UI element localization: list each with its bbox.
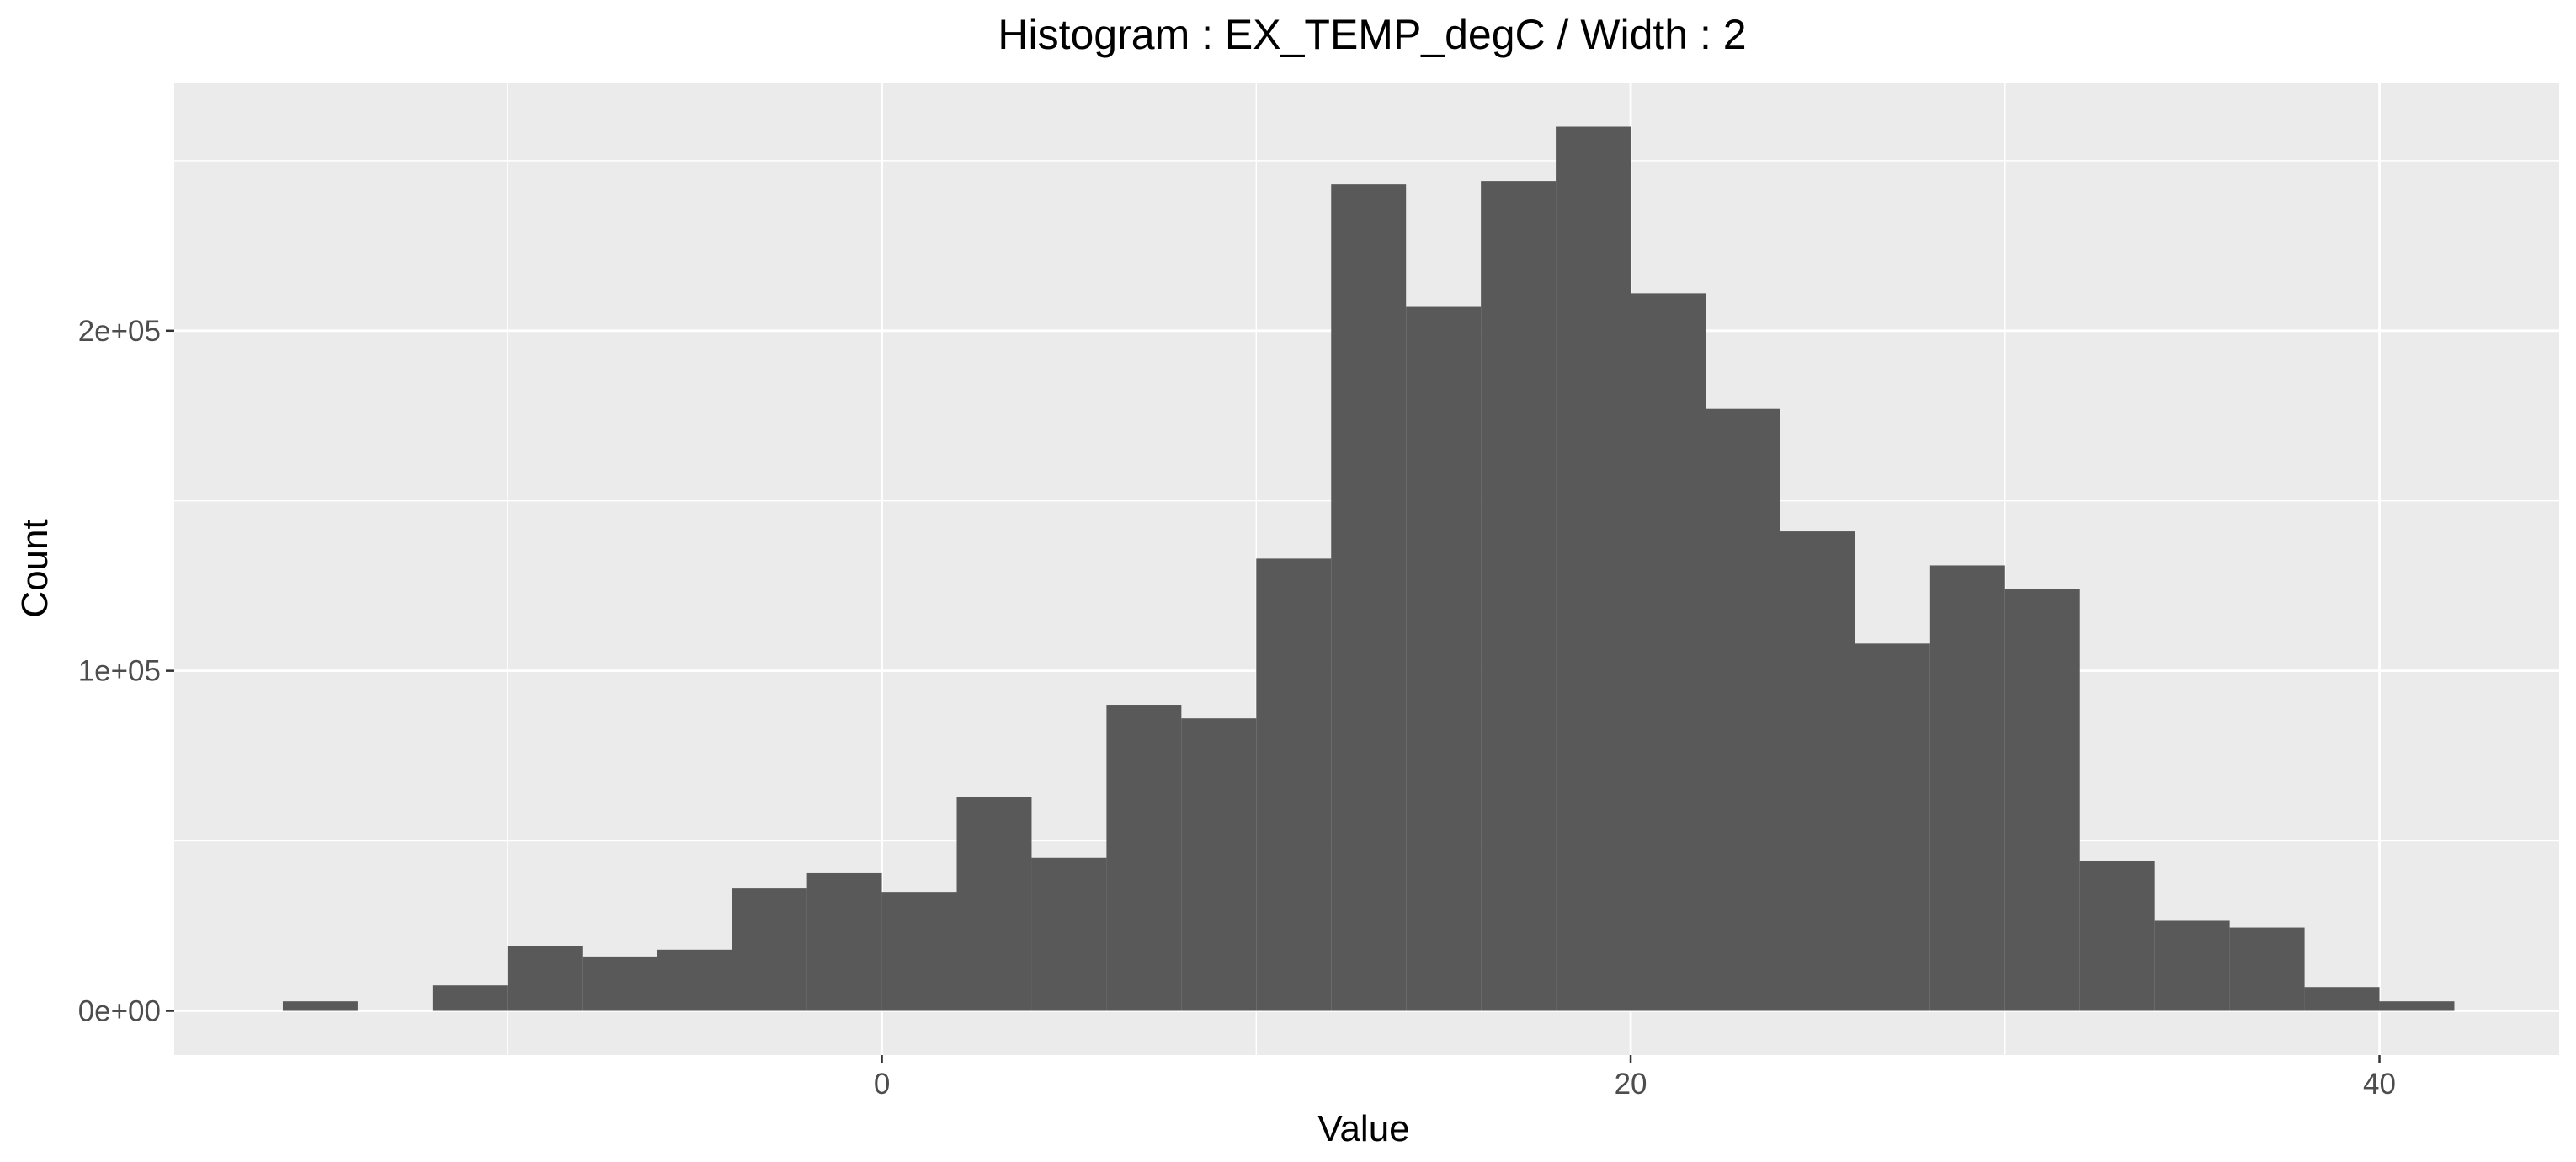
- x-tick-label: 0: [874, 1068, 890, 1101]
- histogram-bar: [1929, 565, 2005, 1011]
- histogram-bar: [956, 797, 1032, 1011]
- x-tick-label: 40: [2363, 1068, 2396, 1101]
- histogram-bar: [2304, 987, 2380, 1011]
- histogram-bar: [1181, 718, 1257, 1011]
- histogram-bar: [1631, 293, 1706, 1011]
- histogram-bar: [1031, 857, 1107, 1011]
- histogram-bar: [732, 888, 807, 1011]
- histogram-bar: [881, 892, 957, 1011]
- histogram-bar: [432, 985, 508, 1011]
- histogram-bar: [1106, 705, 1182, 1011]
- histogram-bar: [1556, 126, 1631, 1011]
- histogram-bar: [2079, 861, 2155, 1011]
- y-tick-label: 1e+05: [78, 655, 161, 688]
- histogram-bar: [1855, 643, 1930, 1011]
- histogram-bar: [2154, 920, 2230, 1011]
- x-axis-title: Value: [1317, 1108, 1409, 1149]
- histogram-bar: [2229, 927, 2305, 1011]
- y-axis-ticks: 0e+00 1e+05 2e+05: [78, 315, 174, 1028]
- x-axis-ticks: 0 20 40: [874, 1055, 2396, 1101]
- x-tick-label: 20: [1615, 1068, 1647, 1101]
- histogram-bar: [2379, 1001, 2455, 1011]
- histogram-bar: [1481, 181, 1557, 1011]
- histogram-bar: [582, 956, 657, 1011]
- y-axis-title: Count: [14, 519, 56, 617]
- y-tick-label: 0e+00: [78, 995, 161, 1028]
- histogram-bar: [1780, 531, 1855, 1011]
- histogram-bar: [1331, 184, 1407, 1011]
- y-tick-label: 2e+05: [78, 315, 161, 348]
- histogram-bars: [282, 126, 2455, 1011]
- histogram-bar: [1256, 558, 1332, 1011]
- histogram-bar: [2004, 589, 2080, 1011]
- histogram-bar: [282, 1001, 358, 1011]
- histogram-bar: [507, 946, 583, 1011]
- histogram-bar: [806, 872, 882, 1011]
- histogram-bar: [1705, 408, 1780, 1011]
- histogram-bar: [657, 949, 732, 1011]
- chart-title: Histogram : EX_TEMP_degC / Width : 2: [998, 11, 1746, 58]
- histogram-bar: [1406, 306, 1482, 1011]
